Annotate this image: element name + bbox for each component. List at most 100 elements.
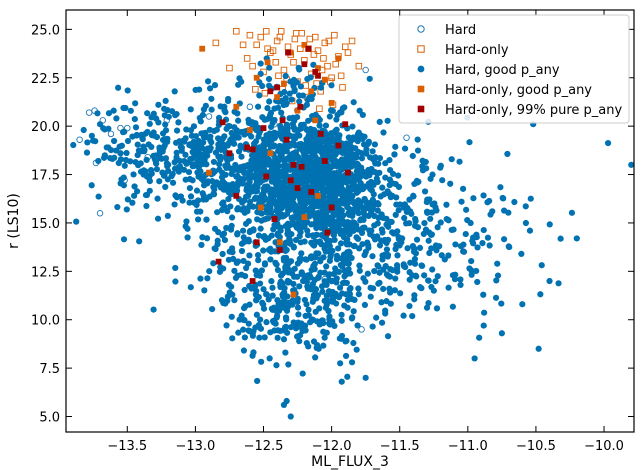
point-hard xyxy=(246,103,254,111)
point-hard-good-p-any xyxy=(213,126,220,133)
point-hard-good-p-any xyxy=(225,122,232,130)
point-hard-good-p-any xyxy=(135,147,142,154)
point-hard-good-p-any xyxy=(268,278,275,285)
point-hard-good-p-any xyxy=(251,195,258,202)
point-hard-good-p-any xyxy=(434,273,441,280)
point-hard-good-p-any xyxy=(316,238,323,245)
point-hard-good-p-any xyxy=(383,246,391,253)
point-hard-good-p-any xyxy=(383,271,390,278)
point-hard-good-p-any xyxy=(274,334,281,341)
point-hard-good-p-any xyxy=(604,140,612,147)
point-hard-good-p-any xyxy=(349,186,356,193)
point-hard-good-p-any xyxy=(297,255,304,262)
point-hard-good-p-any xyxy=(254,103,262,110)
point-hard-good-p-any xyxy=(365,244,372,251)
point-hard-good-p-any xyxy=(228,222,235,229)
point-hard-good-p-any xyxy=(287,142,294,149)
point-hard-good-p-any xyxy=(271,129,278,136)
point-hard-good-p-any xyxy=(329,163,336,170)
point-hard-good-p-any xyxy=(350,243,358,250)
point-hard-good-p-any xyxy=(356,267,363,274)
point-hard-good-p-any xyxy=(330,270,338,277)
point-hard xyxy=(96,210,104,217)
point-hard-only xyxy=(284,43,292,51)
point-hard-good-p-any xyxy=(387,218,394,226)
point-hard-good-p-any xyxy=(211,245,218,252)
point-hard-good-p-any xyxy=(328,278,335,285)
point-hard-good-p-any xyxy=(250,203,257,210)
point-hard-good-p-any xyxy=(214,209,221,216)
point-hard-good-p-any xyxy=(434,224,441,231)
point-hard-only xyxy=(212,39,220,47)
point-hard-good-p-any xyxy=(117,156,125,163)
point-hard-good-p-any xyxy=(289,217,296,224)
point-hard-good-p-any xyxy=(215,145,222,152)
point-hard-good-p-any xyxy=(261,232,268,240)
point-hard-good-p-any xyxy=(380,285,387,293)
point-hard-good-p-any xyxy=(310,127,317,134)
point-hard-only xyxy=(261,89,269,97)
point-hard xyxy=(85,109,93,116)
point-hard-good-p-any xyxy=(480,226,487,234)
point-hard-good-p-any xyxy=(315,273,322,280)
point-hard-good-p-any xyxy=(184,234,191,241)
point-hard xyxy=(107,130,115,138)
point-hard-good-p-any xyxy=(218,207,226,214)
point-hard-good-p-any xyxy=(121,128,128,135)
point-hard-good-p-any xyxy=(343,177,350,184)
point-hard-good-p-any xyxy=(121,162,128,169)
point-hard-good-p-any xyxy=(280,336,288,343)
point-hard-good-p-any xyxy=(367,293,374,300)
point-hard-good-p-any xyxy=(323,200,330,207)
point-hard-good-p-any xyxy=(350,227,357,234)
point-hard-good-p-any xyxy=(411,292,418,299)
point-hard-only-99-pure-p-any xyxy=(298,163,305,170)
point-hard-only-good-p-any xyxy=(276,239,283,246)
point-hard-good-p-any xyxy=(226,248,233,255)
point-hard-good-p-any xyxy=(428,245,435,252)
point-hard-good-p-any xyxy=(240,205,248,212)
point-hard-good-p-any xyxy=(401,145,409,152)
point-hard-good-p-any xyxy=(328,189,335,197)
point-hard-good-p-any xyxy=(386,156,393,164)
point-hard-good-p-any xyxy=(318,231,325,239)
point-hard-good-p-any xyxy=(258,210,265,217)
point-hard-good-p-any xyxy=(256,145,263,152)
point-hard-only-99-pure-p-any xyxy=(287,177,294,184)
point-hard-good-p-any xyxy=(427,215,434,222)
point-hard-good-p-any xyxy=(380,266,387,273)
point-hard-good-p-any xyxy=(144,128,151,136)
point-hard-good-p-any xyxy=(172,192,179,199)
point-hard-good-p-any xyxy=(356,107,363,114)
point-hard-good-p-any xyxy=(266,98,273,105)
point-hard-good-p-any xyxy=(445,284,452,291)
point-hard-only-good-p-any xyxy=(267,150,274,157)
point-hard-good-p-any xyxy=(481,309,488,316)
point-hard-good-p-any xyxy=(173,139,180,146)
point-hard-good-p-any xyxy=(155,119,162,126)
point-hard-good-p-any xyxy=(122,104,129,112)
point-hard-good-p-any xyxy=(285,269,292,276)
point-hard-good-p-any xyxy=(127,107,134,114)
point-hard-good-p-any xyxy=(410,193,417,200)
point-hard-good-p-any xyxy=(228,214,236,221)
point-hard-good-p-any xyxy=(336,198,343,205)
point-hard-good-p-any xyxy=(140,143,147,150)
point-hard-good-p-any xyxy=(335,203,342,210)
point-hard-good-p-any xyxy=(259,168,266,175)
point-hard-good-p-any xyxy=(443,201,450,208)
point-hard-good-p-any xyxy=(350,99,357,106)
point-hard-good-p-any xyxy=(312,354,319,361)
point-hard-good-p-any xyxy=(420,230,427,238)
point-hard-good-p-any xyxy=(153,133,161,141)
point-hard-good-p-any xyxy=(459,185,467,192)
point-hard-good-p-any xyxy=(250,160,257,167)
point-hard-good-p-any xyxy=(192,148,199,156)
point-hard-good-p-any xyxy=(337,158,344,165)
point-hard-good-p-any xyxy=(326,140,333,147)
point-hard-good-p-any xyxy=(294,260,301,267)
point-hard-good-p-any xyxy=(206,193,213,200)
point-hard-good-p-any xyxy=(266,64,273,71)
point-hard-good-p-any xyxy=(211,168,218,175)
legend-marker xyxy=(417,105,425,113)
